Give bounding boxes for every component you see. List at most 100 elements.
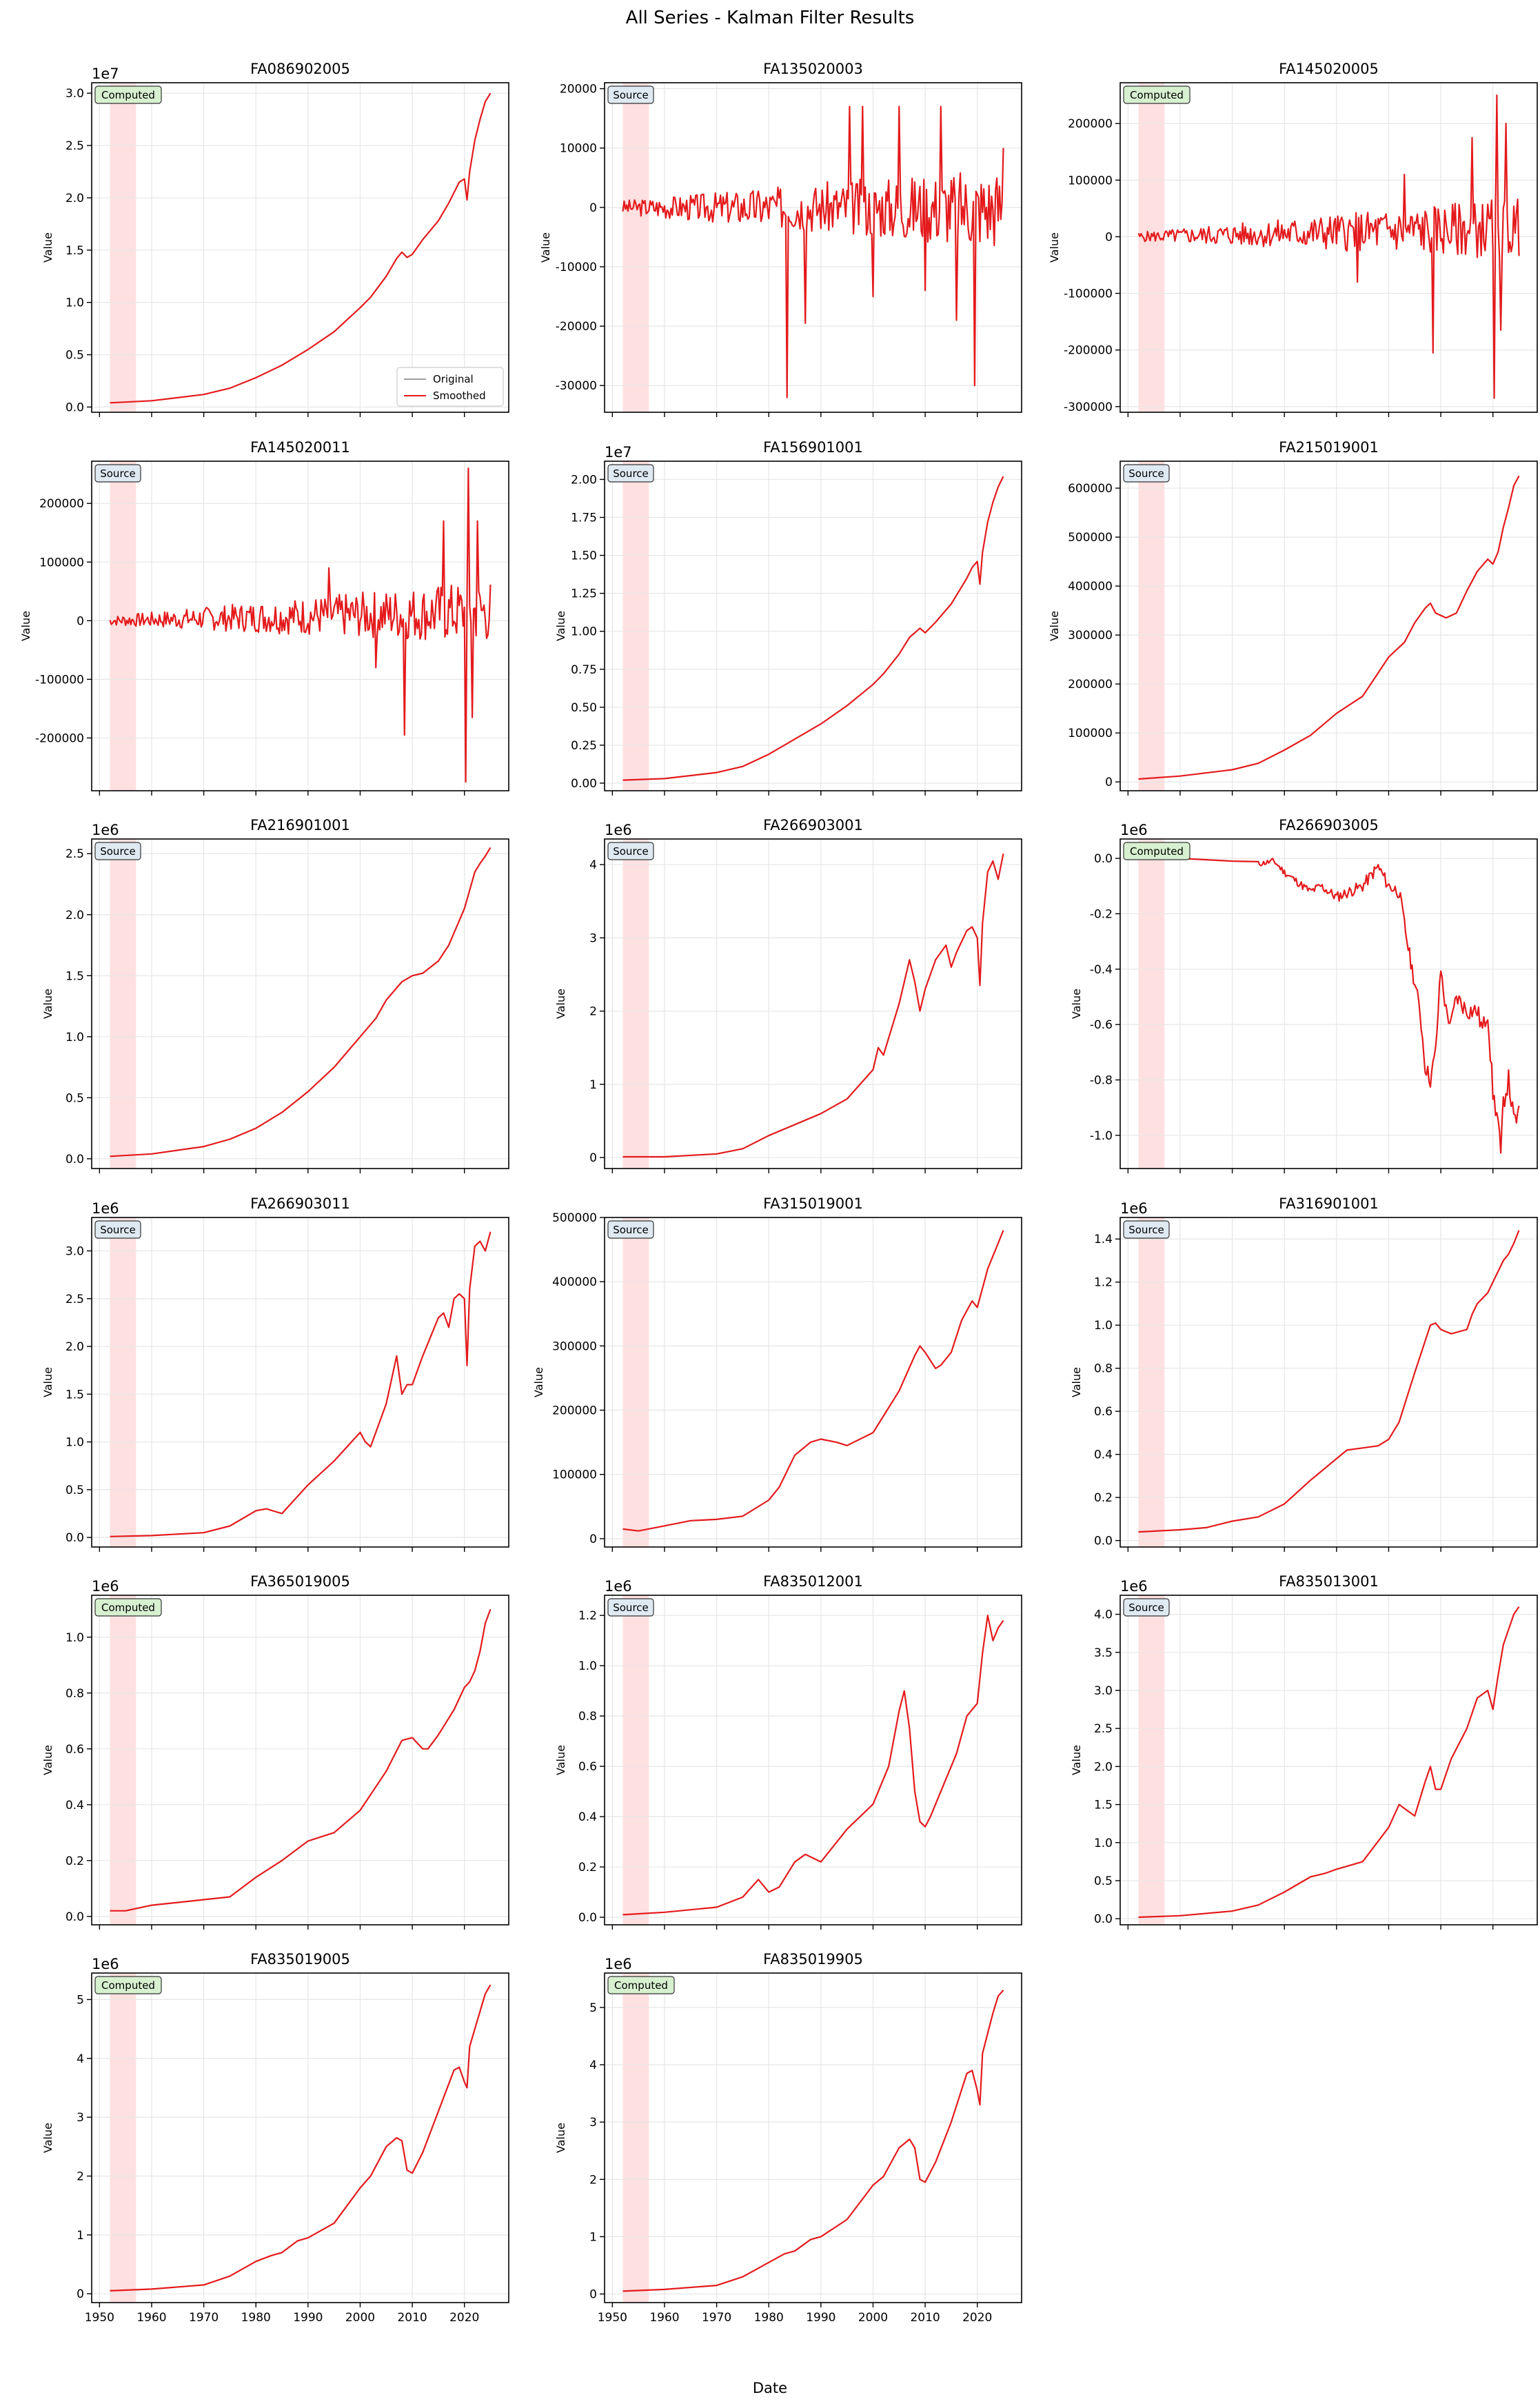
status-badge: Source — [100, 467, 136, 480]
y-tick-label: 600000 — [1068, 482, 1113, 496]
y-tick-label: 1 — [589, 2230, 597, 2244]
y-tick-label: 3.0 — [1094, 1684, 1113, 1698]
y-tick-label: 300000 — [1068, 629, 1113, 643]
panel-FA145020011: -200000 -100000 0 100000 200000 FA145020011 Va… — [19, 439, 509, 796]
y-tick-label: 0.5 — [65, 1091, 84, 1105]
y-tick-label: 3.0 — [65, 87, 84, 101]
badge-box — [607, 1598, 654, 1617]
axis-offset-label: 1e6 — [1120, 1578, 1148, 1595]
panel-FA835013001: 0.0 0.5 1.0 1.5 2.0 2.5 3.0 3.5 4.0 FA835013001 1e… — [1070, 1573, 1538, 1930]
y-tick-label: 1.0 — [65, 1031, 84, 1044]
y-tick-label: 2.00 — [571, 473, 597, 487]
y-tick-label: 100000 — [1068, 727, 1113, 740]
panel-FA086902005: 0.0 0.5 1.0 1.5 2.0 2.5 3.0 FA086902005 1e7 Value… — [41, 61, 509, 417]
smoothed-line — [1137, 94, 1520, 399]
y-tick-label: 2.0 — [65, 1340, 84, 1354]
y-axis-label: Value — [19, 611, 32, 641]
badge-box — [607, 464, 654, 483]
x-tick-label: 1950 — [598, 2311, 627, 2325]
y-tick-label: 0.5 — [65, 1484, 84, 1497]
smoothed-line — [622, 1990, 1004, 2292]
y-tick-label: 0.5 — [65, 349, 84, 363]
y-tick-label: 1.0 — [1094, 1319, 1113, 1333]
status-badge: Source — [1128, 467, 1164, 480]
axes-frame — [1119, 1595, 1538, 1925]
panel-FA365019005: 0.0 0.2 0.4 0.6 0.8 1.0 FA365019005 1e6 Value Com… — [41, 1573, 509, 1930]
y-tick-label: 1 — [589, 1078, 597, 1092]
y-tick-label: 0.0 — [578, 1911, 597, 1925]
y-tick-label: 2 — [589, 1005, 597, 1019]
shade-band — [622, 1595, 649, 1925]
y-tick-label: 0.0 — [65, 1531, 84, 1545]
axis-offset-label: 1e6 — [605, 1956, 632, 1972]
axis-offset-label: 1e6 — [1120, 1200, 1148, 1217]
y-tick-label: -20000 — [556, 320, 597, 334]
badge-box — [94, 85, 162, 104]
smoothed-line — [622, 1230, 1004, 1532]
y-tick-label: 4.0 — [1094, 1608, 1113, 1622]
y-tick-label: 2.5 — [65, 1293, 84, 1306]
y-tick-label: 1.4 — [1094, 1233, 1113, 1246]
axis-offset-label: 1e7 — [605, 444, 632, 461]
y-tick-label: 200000 — [39, 497, 84, 511]
panel-title: FA835013001 — [1279, 1573, 1379, 1590]
y-tick-label: 400000 — [1068, 580, 1113, 594]
panel-FA835012001: 0.0 0.2 0.4 0.6 0.8 1.0 1.2 FA835012001 1e6 Value… — [554, 1573, 1022, 1930]
panel-title: FA216901001 — [250, 817, 350, 833]
y-tick-label: -300000 — [1064, 401, 1113, 414]
y-tick-label: 0.8 — [65, 1687, 84, 1701]
axis-offset-label: 1e6 — [92, 1200, 119, 1217]
status-badge: Source — [1128, 1224, 1164, 1236]
panel-FA266903005: -1.0 -0.8 -0.6 -0.4 -0.2 0.0 FA266903005 1e6 Val… — [1070, 817, 1538, 1173]
x-tick-label: 1990 — [293, 2311, 323, 2325]
y-tick-label: 0.0 — [1094, 1535, 1113, 1548]
axes-frame — [91, 82, 509, 413]
y-tick-label: 2.0 — [65, 192, 84, 205]
shade-band — [110, 461, 136, 791]
y-tick-label: 1.75 — [571, 512, 597, 525]
y-tick-label: 3 — [589, 931, 597, 945]
y-tick-label: 1.0 — [65, 296, 84, 310]
y-tick-label: -30000 — [556, 379, 597, 393]
y-tick-label: 4 — [77, 2052, 84, 2066]
axes-frame — [604, 82, 1022, 413]
shade-band — [1138, 461, 1165, 791]
axes-frame — [1119, 838, 1538, 1169]
y-axis-label: Value — [1070, 989, 1083, 1019]
x-tick-label: 1960 — [136, 2311, 166, 2325]
shade-band — [622, 1217, 649, 1547]
status-badge: Computed — [101, 89, 155, 101]
panel-title: FA835019905 — [763, 1951, 863, 1968]
y-axis-label: Value — [554, 611, 567, 641]
smoothed-line — [1138, 1230, 1520, 1533]
y-tick-label: 0.6 — [65, 1743, 84, 1757]
y-tick-label: 0.6 — [578, 1760, 597, 1774]
legend-label-original: Original — [433, 373, 474, 385]
status-badge: Computed — [614, 1979, 668, 1992]
badge-box — [607, 1976, 675, 1994]
y-axis-label: Value — [1048, 611, 1061, 641]
y-tick-label: 0.4 — [1094, 1448, 1113, 1462]
y-tick-label: 1.5 — [65, 1388, 84, 1402]
badge-box — [94, 1220, 141, 1239]
y-tick-label: 200000 — [1068, 117, 1113, 131]
panel-title: FA316901001 — [1279, 1195, 1379, 1212]
smoothed-line — [109, 467, 492, 783]
badge-box — [94, 464, 141, 483]
y-tick-label: 1.5 — [1094, 1799, 1113, 1812]
x-tick-label: 2010 — [397, 2311, 427, 2325]
y-axis-label: Value — [1070, 1367, 1083, 1397]
y-axis-label: Value — [41, 989, 54, 1019]
y-tick-label: 100000 — [1068, 174, 1113, 188]
y-tick-label: 0.8 — [578, 1710, 597, 1723]
badge-box — [1123, 842, 1191, 860]
y-tick-label: 3 — [589, 2116, 597, 2130]
smoothed-line — [1138, 858, 1520, 1154]
smoothed-line — [110, 847, 492, 1157]
y-tick-label: 0 — [1105, 230, 1113, 244]
axes-frame — [604, 838, 1022, 1169]
smoothed-line — [622, 1615, 1004, 1916]
y-tick-label: 0.25 — [571, 739, 597, 753]
panel-title: FA266903001 — [763, 817, 863, 833]
